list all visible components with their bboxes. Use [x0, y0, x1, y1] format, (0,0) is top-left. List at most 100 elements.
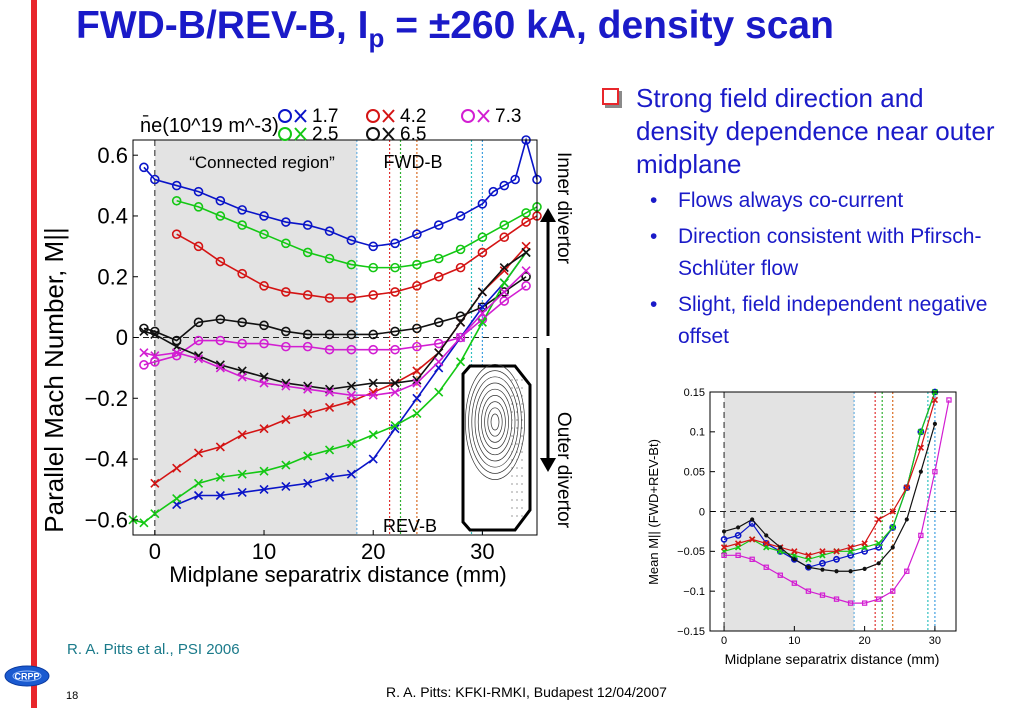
- probe-dot: [516, 467, 518, 469]
- series-2.5: [720, 388, 939, 563]
- checkbox-bullet-icon: [602, 88, 619, 105]
- data-point: [750, 517, 755, 522]
- data-point: [434, 348, 444, 358]
- data-point: [875, 540, 882, 547]
- data-point: [521, 271, 531, 282]
- data-point: [259, 378, 269, 388]
- probe-dot: [511, 387, 513, 389]
- data-point: [734, 540, 742, 547]
- data-point: [259, 484, 269, 494]
- data-point: [521, 217, 531, 227]
- legend-marker-o: [278, 109, 292, 123]
- data-point: [477, 302, 488, 312]
- legend-entry: 4.2: [366, 106, 426, 127]
- probe-dot: [516, 427, 518, 429]
- bullet-sub-text: Flows always co-current: [678, 189, 904, 212]
- series-line: [143, 136, 538, 248]
- data-point: [917, 428, 925, 435]
- legend-label: 2.5: [312, 124, 338, 145]
- data-point: [193, 490, 204, 501]
- data-point: [477, 232, 488, 243]
- data-point: [433, 220, 444, 230]
- data-point: [499, 296, 510, 306]
- data-point: [171, 195, 182, 206]
- probe-dot: [521, 491, 523, 493]
- data-point: [172, 463, 182, 473]
- rev-b-label: REV-B: [383, 516, 437, 536]
- data-point: [412, 281, 422, 291]
- data-point: [412, 375, 422, 385]
- data-point: [193, 317, 204, 328]
- data-point: [368, 378, 378, 388]
- data-point: [193, 186, 204, 197]
- data-point: [237, 268, 247, 279]
- data-point: [931, 396, 939, 404]
- series-line: [723, 423, 936, 572]
- data-point: [302, 341, 313, 352]
- flux-surface: [481, 395, 509, 449]
- crpp-logo: CRPP: [4, 665, 50, 687]
- bullet-sub-1: • Flows always co-current: [600, 185, 1010, 217]
- data-point: [324, 472, 335, 482]
- data-point: [172, 493, 182, 504]
- mean-mach-chart: 0.15 0.1 0.05 0 −0.05 −0.1 −0.15 0 10 20 30 Mean M|…: [646, 387, 957, 667]
- data-point: [193, 448, 204, 458]
- y-tick-label: −0.6: [85, 508, 128, 533]
- data-point: [215, 314, 226, 325]
- probe-dot: [511, 419, 513, 421]
- data-point: [368, 454, 378, 464]
- data-point: [720, 535, 728, 543]
- series-line: [723, 391, 936, 560]
- probe-dot: [521, 427, 523, 429]
- flux-surface: [474, 382, 516, 462]
- data-point: [302, 220, 313, 230]
- data-point: [281, 341, 291, 352]
- legend-marker-o: [461, 109, 475, 123]
- probe-dot: [511, 467, 513, 469]
- data-point: [521, 247, 531, 257]
- probe-dot: [521, 499, 523, 501]
- probe-dot: [521, 483, 523, 485]
- data-point: [281, 481, 291, 491]
- data-point: [876, 596, 882, 602]
- data-point: [390, 287, 400, 297]
- probe-dot: [511, 459, 513, 461]
- probe-dot: [521, 395, 523, 397]
- data-point: [890, 588, 896, 594]
- data-point: [763, 564, 769, 570]
- data-point: [368, 430, 378, 440]
- data-point: [281, 460, 291, 470]
- data-point: [455, 244, 466, 255]
- legend-entry: 7.3: [461, 106, 521, 127]
- y-tick-label: 0.15: [684, 387, 705, 399]
- flux-surface: [471, 376, 519, 468]
- data-point: [777, 572, 783, 578]
- data-point: [778, 545, 783, 550]
- data-point: [346, 344, 357, 355]
- probe-dot: [521, 451, 523, 453]
- data-point: [932, 421, 937, 426]
- data-point: [324, 226, 335, 236]
- x-tick-label: 20: [361, 539, 385, 564]
- inner-arrowhead-icon: [540, 208, 556, 222]
- data-point: [259, 211, 269, 221]
- data-point: [302, 247, 313, 258]
- data-point: [412, 259, 422, 270]
- data-point: [847, 551, 854, 559]
- probe-dot: [521, 387, 523, 389]
- probe-dot: [521, 379, 523, 381]
- data-point: [139, 518, 149, 528]
- legend-entry: 1.7: [278, 106, 338, 127]
- series-7.3: [721, 397, 952, 606]
- data-point: [918, 532, 924, 539]
- data-point: [390, 378, 400, 388]
- data-point: [215, 195, 226, 206]
- data-point: [791, 548, 798, 555]
- y-axis-label: Parallel Mach Number, M||: [39, 227, 69, 532]
- data-point: [237, 372, 247, 382]
- flux-surface: [468, 370, 522, 474]
- data-point: [368, 262, 379, 273]
- probe-dot: [521, 443, 523, 445]
- data-point: [368, 290, 379, 300]
- probe-dot: [516, 379, 518, 381]
